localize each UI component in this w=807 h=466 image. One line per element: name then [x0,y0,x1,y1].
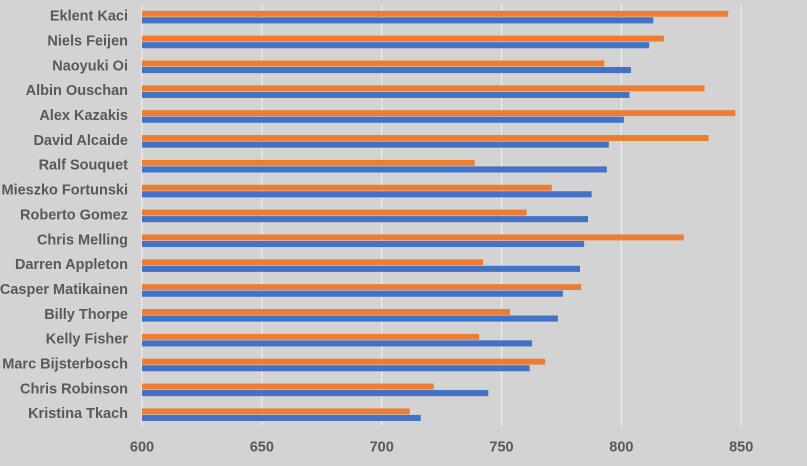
svg-text:Chris Robinson: Chris Robinson [20,381,128,397]
svg-text:Naoyuki Oi: Naoyuki Oi [52,58,128,74]
svg-text:Marc Bijsterbosch: Marc Bijsterbosch [2,357,128,373]
svg-text:750: 750 [489,440,513,456]
svg-text:Darren Appleton: Darren Appleton [15,257,128,273]
svg-text:Roberto Gomez: Roberto Gomez [20,207,128,223]
svg-text:Billy Thorpe: Billy Thorpe [44,307,128,323]
svg-text:Niels Feijen: Niels Feijen [47,33,128,49]
svg-text:Mieszko Fortunski: Mieszko Fortunski [2,183,129,199]
svg-text:Eklent Kaci: Eklent Kaci [50,9,128,25]
svg-text:600: 600 [130,440,154,456]
svg-text:650: 650 [250,440,274,456]
svg-text:Chris Melling: Chris Melling [37,232,128,248]
svg-text:800: 800 [609,440,633,456]
svg-text:700: 700 [370,440,394,456]
svg-text:Kristina Tkach: Kristina Tkach [28,406,128,422]
svg-text:Ralf Souquet: Ralf Souquet [39,158,129,174]
svg-text:Alex Kazakis: Alex Kazakis [39,108,128,124]
svg-text:Albin Ouschan: Albin Ouschan [26,83,128,99]
svg-text:David Alcaide: David Alcaide [33,133,128,149]
svg-text:850: 850 [729,440,753,456]
svg-text:Casper Matikainen: Casper Matikainen [0,282,128,298]
svg-text:Kelly Fisher: Kelly Fisher [46,332,129,348]
